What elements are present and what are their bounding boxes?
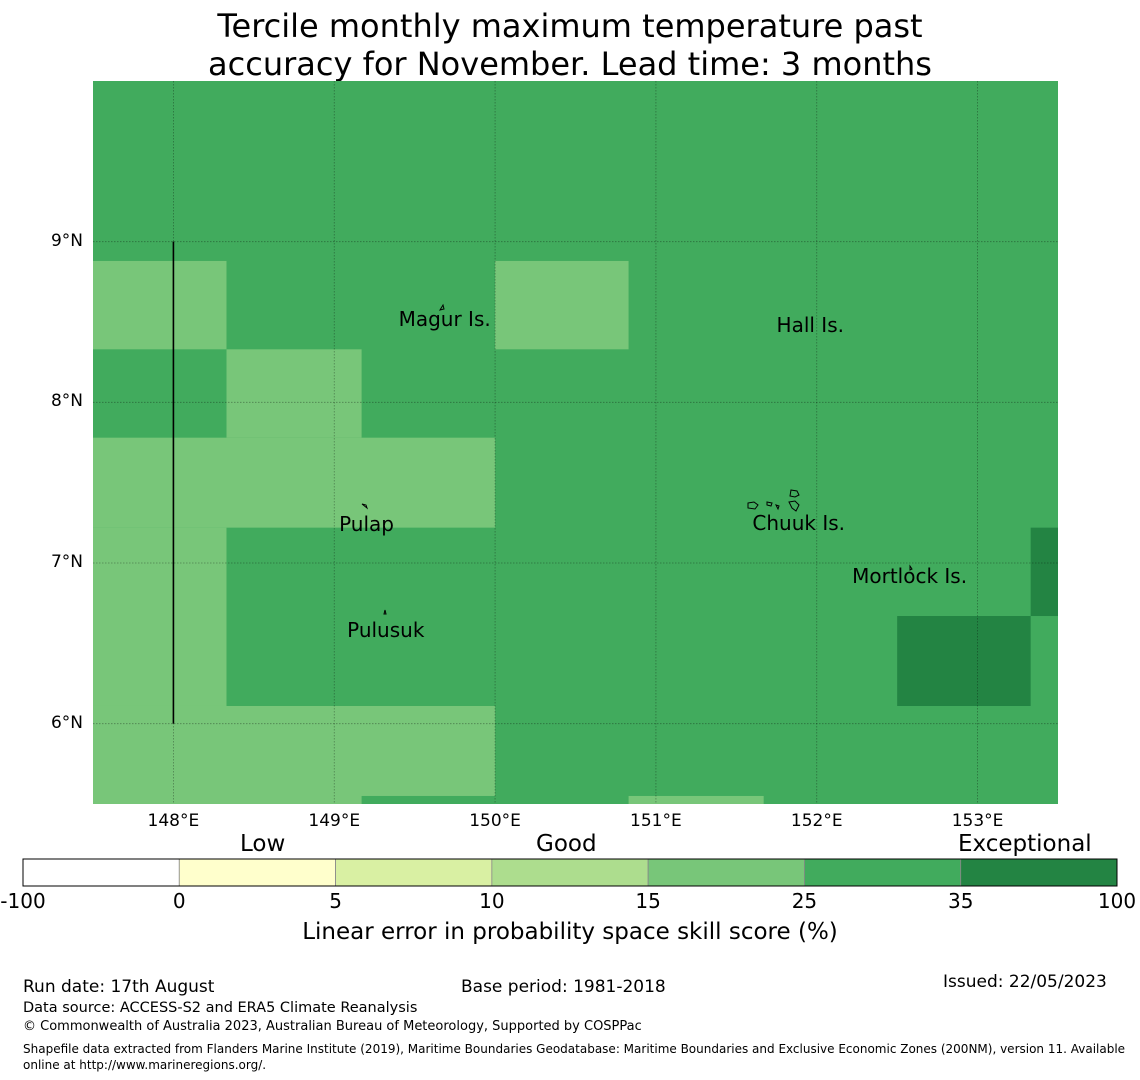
shapefile-note: Shapefile data extracted from Flanders M… xyxy=(23,1042,1126,1072)
run-date: Run date: 17th August xyxy=(23,977,215,997)
lat-tick-label: 8°N xyxy=(50,391,83,412)
skill-cell xyxy=(93,437,496,528)
category-good: Good xyxy=(536,831,597,857)
colorbar-tick-label: 0 xyxy=(172,889,186,913)
colorbar-outline xyxy=(22,858,1118,887)
colorbar-tick-label: 25 xyxy=(791,889,818,913)
graticule xyxy=(93,81,1058,804)
skill-cell xyxy=(93,260,227,350)
category-low: Low xyxy=(240,831,286,857)
lon-tick-label: 149°E xyxy=(308,811,361,831)
colorbar-title: Linear error in probability space skill … xyxy=(302,919,838,945)
colorbar-tick-label: 5 xyxy=(329,889,342,913)
colorbar-tick-label: 100 xyxy=(1097,889,1137,913)
place-label: Hall Is. xyxy=(776,313,844,338)
copyright: © Commonwealth of Australia 2023, Austra… xyxy=(23,1019,642,1034)
skill-grid xyxy=(93,81,1058,804)
place-label: Chuuk Is. xyxy=(752,510,846,535)
skill-cell xyxy=(495,260,629,350)
lon-tick-label: 150°E xyxy=(469,811,521,831)
lat-tick-label: 7°N xyxy=(50,552,83,572)
colorbar-segment xyxy=(647,858,805,887)
colorbar xyxy=(22,858,1118,887)
data-source: Data source: ACCESS-S2 and ERA5 Climate … xyxy=(23,1000,418,1016)
colorbar-segment xyxy=(491,858,649,887)
colorbar-segment xyxy=(960,858,1118,887)
lon-tick-label: 151°E xyxy=(630,811,682,831)
skill-cell xyxy=(226,349,362,438)
lat-tick-label: 6°N xyxy=(50,712,83,733)
lon-tick-label: 148°E xyxy=(147,811,200,831)
colorbar-segment xyxy=(335,858,493,887)
mortlock-island-shape xyxy=(909,564,913,571)
skill-cell xyxy=(93,527,227,706)
colorbar-tick-label: -100 xyxy=(0,889,46,913)
magur-island-shape xyxy=(438,303,445,311)
pulap-island-shape xyxy=(361,503,369,510)
chuuk-lagoon-shape xyxy=(747,489,800,512)
colorbar-tick-label: 15 xyxy=(635,889,661,913)
skill-cell xyxy=(1030,527,1058,617)
colorbar-tick-label: 10 xyxy=(479,889,505,913)
colorbar-tick-label: 35 xyxy=(947,889,974,913)
place-label: Pulap xyxy=(339,512,394,537)
place-label: Pulusuk xyxy=(347,618,425,643)
colorbar-segment xyxy=(22,858,180,887)
category-exceptional: Exceptional xyxy=(958,831,1092,857)
pulusuk-island-shape xyxy=(383,609,387,615)
island-outlines xyxy=(172,241,913,724)
chart-title-line1: Tercile monthly maximum temperature past xyxy=(217,7,923,45)
skill-cell xyxy=(93,705,496,804)
place-label: Magur Is. xyxy=(398,306,491,331)
lon-tick-label: 153°E xyxy=(951,811,1004,831)
place-label: Mortlock Is. xyxy=(852,563,968,588)
colorbar-segment xyxy=(178,858,336,887)
lat-tick-label: 9°N xyxy=(50,230,83,251)
lon-tick-label: 152°E xyxy=(790,811,843,831)
skill-cell xyxy=(897,616,1031,706)
skill-cell xyxy=(628,795,764,804)
base-period: Base period: 1981-2018 xyxy=(461,977,666,997)
chart-title-line2: accuracy for November. Lead time: 3 mont… xyxy=(208,45,932,83)
colorbar-segment xyxy=(804,858,962,887)
skill-cell xyxy=(361,795,496,804)
issued-date: Issued: 22/05/2023 xyxy=(943,972,1107,992)
